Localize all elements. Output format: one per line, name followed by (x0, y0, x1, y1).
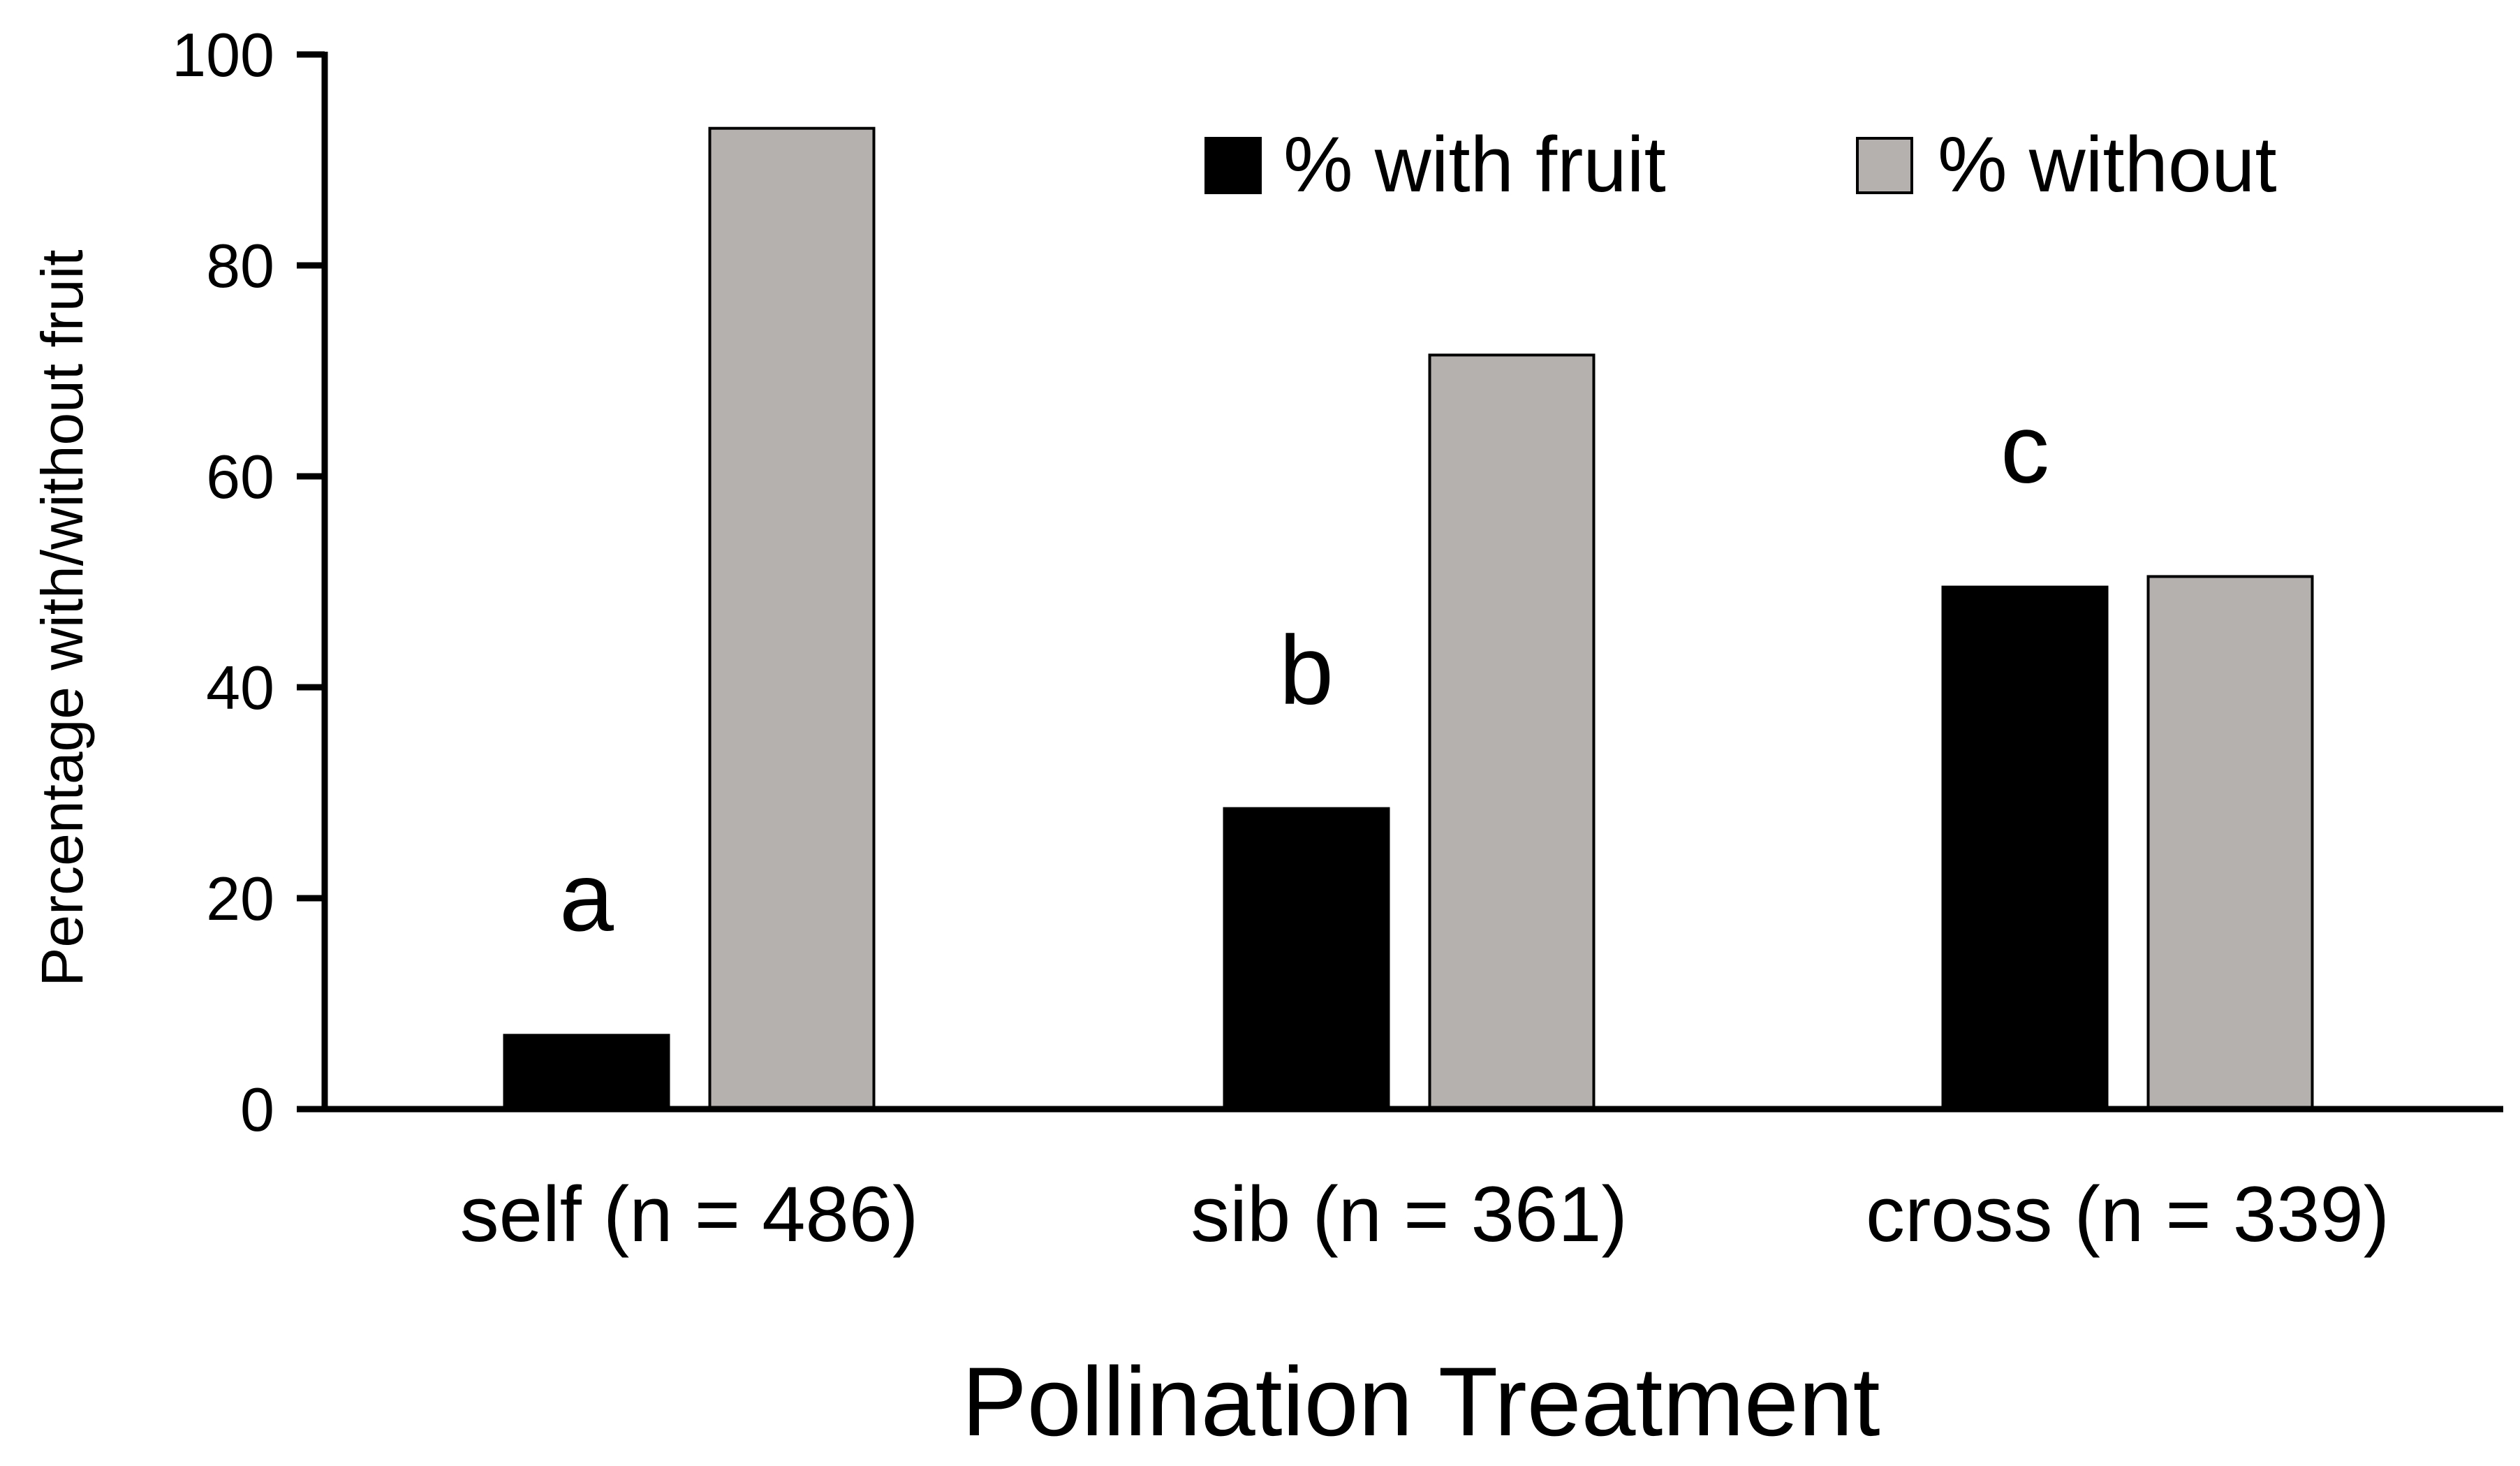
significance-letter: c (2000, 394, 2049, 504)
y-axis-title: Percentage with/without fruit (29, 249, 95, 986)
bar-without-0 (708, 126, 876, 1111)
bars-layer (503, 126, 2314, 1111)
y-tick-label: 100 (172, 20, 274, 89)
bar-without-1 (1428, 353, 1596, 1111)
bar-without-2 (2146, 575, 2314, 1111)
legend: % with fruit % without (1204, 121, 2277, 208)
axes-layer (321, 52, 2503, 1113)
category-label: self (n = 486) (460, 1171, 919, 1258)
bar-with-fruit-2 (1941, 585, 2109, 1111)
legend-label-with-fruit: % with fruit (1283, 121, 1666, 208)
x-axis-title: Pollination Treatment (961, 1347, 1880, 1456)
y-tick-label: 80 (206, 231, 274, 300)
y-tick-label: 60 (206, 442, 274, 511)
y-ticks: 0 20 40 60 80 100 (172, 20, 325, 1144)
y-tick-label: 0 (240, 1075, 274, 1144)
significance-letter: a (559, 842, 614, 951)
category-label: sib (n = 361) (1191, 1171, 1628, 1258)
y-tick-label: 20 (206, 864, 274, 933)
significance-letter: b (1279, 615, 1334, 725)
legend-swatch-without (1856, 137, 1913, 194)
bar-with-fruit-0 (503, 1034, 670, 1111)
category-labels: self (n = 486) sib (n = 361) cross (n = 33… (460, 1171, 2389, 1258)
legend-swatch-with-fruit (1204, 137, 1262, 194)
bar-with-fruit-1 (1223, 807, 1390, 1111)
category-label: cross (n = 339) (1866, 1171, 2389, 1258)
y-tick-label: 40 (206, 653, 274, 722)
legend-label-without: % without (1938, 121, 2277, 208)
significance-letters: a b c (559, 394, 2049, 952)
